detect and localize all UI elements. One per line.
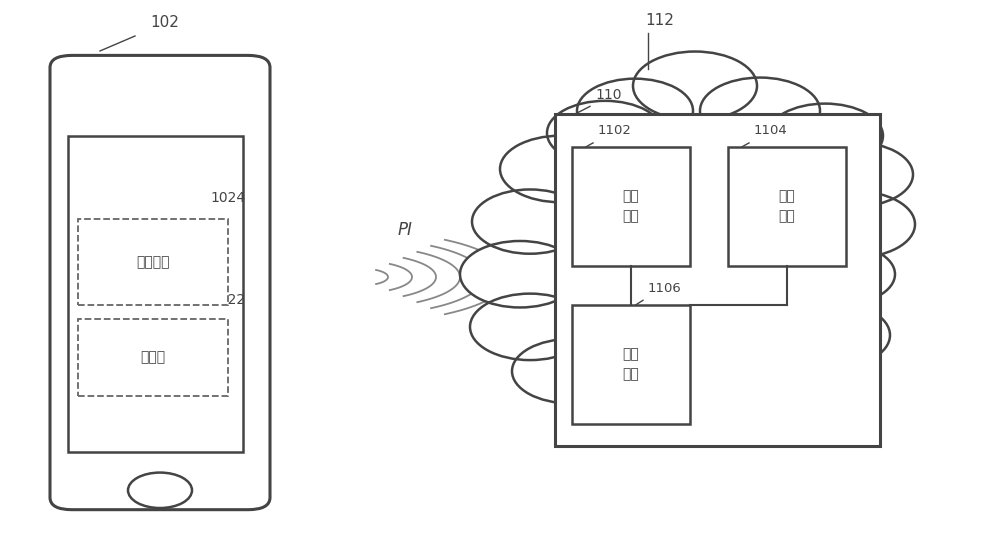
Circle shape — [633, 52, 757, 120]
Circle shape — [770, 302, 890, 368]
Text: 1102: 1102 — [598, 125, 632, 137]
Circle shape — [700, 78, 820, 144]
Circle shape — [655, 371, 775, 438]
Text: 110: 110 — [595, 89, 622, 102]
Text: 处理器: 处理器 — [140, 350, 166, 365]
Text: 1104: 1104 — [754, 125, 788, 137]
Circle shape — [795, 191, 915, 258]
Bar — [68, 136, 243, 452]
Bar — [572, 147, 690, 266]
Text: 1106: 1106 — [648, 282, 682, 295]
Circle shape — [785, 244, 895, 305]
Circle shape — [512, 339, 628, 403]
Bar — [78, 219, 228, 305]
Text: 储存单元: 储存单元 — [136, 255, 170, 269]
Text: 处理
模块: 处理 模块 — [623, 347, 639, 382]
Circle shape — [128, 473, 192, 508]
Bar — [78, 319, 228, 396]
Circle shape — [585, 368, 695, 429]
Text: 112: 112 — [645, 13, 674, 28]
Text: 通信
模块: 通信 模块 — [623, 189, 639, 224]
Text: 102: 102 — [151, 16, 179, 30]
Circle shape — [547, 101, 663, 165]
Text: 1022: 1022 — [210, 294, 245, 307]
Circle shape — [460, 241, 580, 307]
Circle shape — [767, 104, 883, 168]
Circle shape — [577, 79, 693, 143]
Circle shape — [470, 294, 590, 360]
Bar — [728, 147, 846, 266]
Bar — [555, 114, 880, 446]
Text: 1024: 1024 — [210, 191, 245, 205]
Circle shape — [472, 189, 588, 254]
Bar — [572, 305, 690, 424]
Circle shape — [510, 155, 870, 355]
Circle shape — [797, 142, 913, 207]
Text: 储存
模块: 储存 模块 — [779, 189, 795, 224]
FancyBboxPatch shape — [50, 55, 270, 510]
Text: PI: PI — [398, 221, 413, 239]
Circle shape — [500, 136, 620, 202]
Circle shape — [732, 350, 848, 414]
